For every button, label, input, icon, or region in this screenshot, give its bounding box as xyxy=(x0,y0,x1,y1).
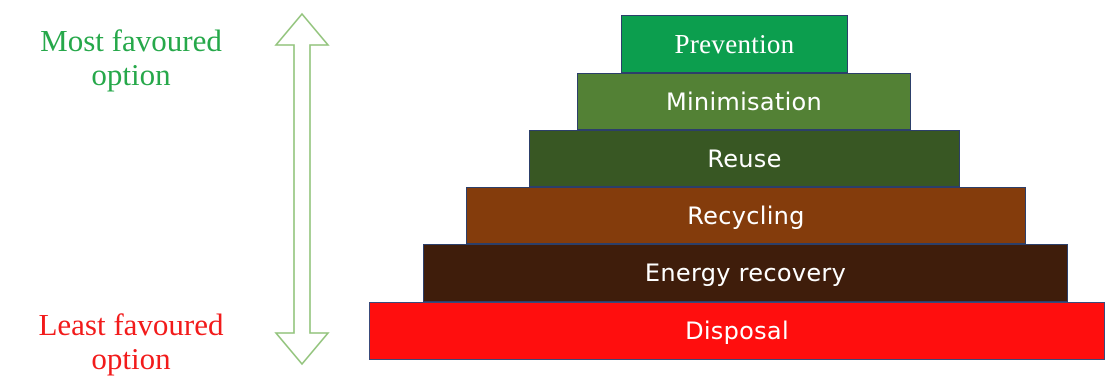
tier-energy-recovery: Energy recovery xyxy=(423,244,1068,302)
least-favoured-label-line2: option xyxy=(91,341,171,376)
most-favoured-label: Most favoured option xyxy=(0,24,262,92)
least-favoured-label: Least favoured option xyxy=(0,308,262,376)
most-favoured-label-line1: Most favoured xyxy=(40,23,222,58)
tier-minimisation: Minimisation xyxy=(577,73,911,130)
tier-label: Prevention xyxy=(674,28,795,59)
tier-recycling: Recycling xyxy=(466,187,1026,244)
tier-disposal: Disposal xyxy=(369,302,1105,360)
least-favoured-label-line1: Least favoured xyxy=(38,307,224,342)
tier-label: Reuse xyxy=(707,144,782,173)
tier-label: Minimisation xyxy=(665,87,823,116)
double-headed-arrow-icon xyxy=(274,12,330,366)
tier-label: Recycling xyxy=(687,201,805,230)
tier-label: Energy recovery xyxy=(644,259,847,287)
tier-reuse: Reuse xyxy=(529,130,960,187)
tier-label: Disposal xyxy=(685,317,789,345)
tier-prevention: Prevention xyxy=(621,15,848,73)
most-favoured-label-line2: option xyxy=(91,57,171,92)
